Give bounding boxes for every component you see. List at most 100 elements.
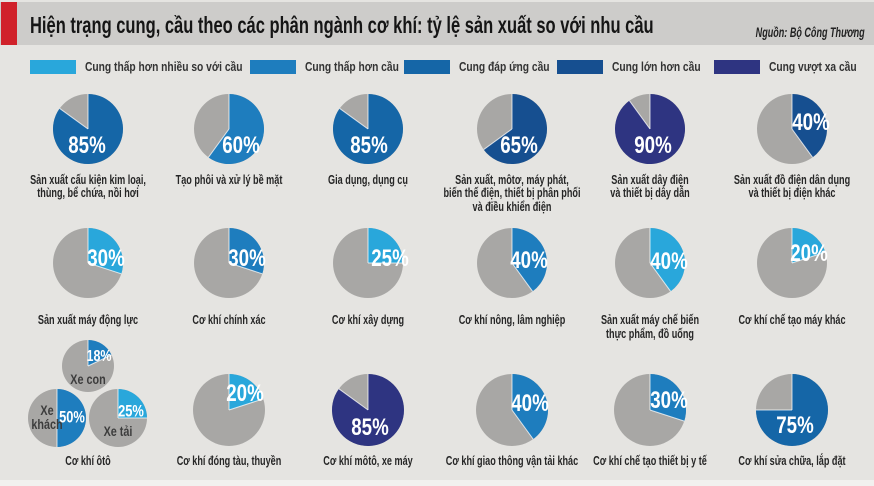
pie-value-label: 20% <box>790 239 828 267</box>
pie-caption-line: Tạo phôi và xử lý bề mặt <box>175 171 282 187</box>
pie-inner-label-line: Xe con <box>70 371 106 387</box>
source-credit: Nguồn: Bộ Công Thương <box>756 25 865 40</box>
pie-caption-line: Sản xuất dây điện <box>611 171 689 187</box>
legend-item-greater: Cung lớn hơn cầu <box>557 60 720 74</box>
pie-inner-label-line: khách <box>31 417 63 432</box>
legend-swatch-far-exceeds <box>714 60 760 74</box>
pie-caption: Cơ khí chính xác <box>176 313 281 327</box>
pie-value-label: 90% <box>634 131 672 159</box>
legend-item-label: Cung thấp hơn cầu <box>305 60 399 74</box>
legend-item-lower: Cung thấp hơn cầu <box>250 60 419 74</box>
pie-value-label: 30% <box>227 244 266 272</box>
pie-r1c4 <box>615 227 686 298</box>
pie-r1c2 <box>333 227 403 298</box>
pie-r2c3 <box>476 374 549 446</box>
legend-swatch-much-lower <box>30 60 76 74</box>
legend-item-label: Cung đáp ứng cầu <box>459 60 550 74</box>
pie-caption-line: Cơ khí đóng tàu, thuyền <box>176 452 281 468</box>
pie-caption: Cơ khí môtô, xe máy <box>304 452 432 468</box>
pie-caption-line: Cơ khí chính xác <box>191 312 266 327</box>
pie-inner-label: Xe tải <box>100 423 136 439</box>
pie-caption-line: Sản xuất máy chế biến <box>600 312 700 327</box>
pie-value-label: 85% <box>351 414 389 441</box>
pie-caption-line: Cơ khí chế tạo máy khác <box>738 312 846 327</box>
pie-caption-line: Cơ khí chế tạo thiết bị y tế <box>593 452 707 468</box>
legend-item-far-exceeds: Cung vượt xa cầu <box>714 60 874 74</box>
pie-r2c0-0 <box>62 340 114 392</box>
pie-inner-label-line: Xe tải <box>103 423 133 439</box>
pie-caption: Tạo phôi và xử lý bề mặt <box>152 171 304 187</box>
source-wrap: Nguồn: Bộ Công Thương <box>702 2 865 45</box>
pie-caption-line: Cơ khí sửa chữa, lắp đặt <box>738 452 846 468</box>
title-band <box>0 2 874 45</box>
pie-caption: Cơ khí chế tạo máy khác <box>715 313 868 327</box>
pie-value-label: 40% <box>792 108 830 136</box>
pie-r0c5 <box>757 93 828 164</box>
pie-caption-line: Cơ khí xây dựng <box>331 312 405 327</box>
pie-r1c0 <box>53 227 124 298</box>
pie-r2c0-2 <box>89 389 147 447</box>
pie-caption: Cơ khí xây dựng <box>316 313 419 327</box>
pie-r2c1 <box>192 374 265 446</box>
pie-caption: Cơ khí đóng tàu, thuyền <box>154 452 303 468</box>
pie-caption-line: và điều khiển điện <box>472 198 552 214</box>
pie-value-label: 60% <box>221 131 260 159</box>
pie-value-label: 25% <box>371 244 409 272</box>
pie-r1c3 <box>477 227 548 298</box>
pie-r2c5 <box>756 374 828 446</box>
pie-value-label: 65% <box>500 131 538 159</box>
pie-caption: Cơ khí chế tạo thiết bị y tế <box>569 452 731 468</box>
pie-value-label: 25% <box>118 402 144 421</box>
pie-r1c1 <box>193 227 264 298</box>
page-title: Hiện trạng cung, cầu theo các phân ngành… <box>30 11 654 38</box>
pie-value-label: 40% <box>650 247 688 275</box>
pie-caption-line: Cơ khí ôtô <box>65 452 111 468</box>
legend-swatch-greater <box>557 60 603 74</box>
pie-caption: Cơ khí ôtô <box>56 452 121 468</box>
pie-value-label: 75% <box>776 412 814 439</box>
pie-value-label: 18% <box>86 348 112 365</box>
pie-caption-line: Sản xuất cấu kiện kim loại, <box>30 171 146 187</box>
bottom-strip <box>0 480 874 486</box>
pie-r0c0 <box>52 93 123 164</box>
pie-value-label: 50% <box>59 408 85 427</box>
pie-caption-line: Sản xuất, môtơ, máy phát, <box>455 171 569 187</box>
pie-caption: Cơ khí nông, lâm nghiệp <box>436 313 588 327</box>
pie-r0c4 <box>614 93 685 164</box>
pie-value-label: 30% <box>87 244 125 272</box>
pie-caption-line: biến thế điện, thiết bị phân phối <box>443 185 581 200</box>
pie-r0c2 <box>332 93 403 164</box>
pie-r2c0-1 <box>28 389 86 447</box>
pie-inner-label: Xe con <box>66 371 110 387</box>
pie-inner-label-line: Xe <box>40 402 54 418</box>
pie-value-label: 85% <box>350 131 388 159</box>
title-wrap: Hiện trạng cung, cầu theo các phân ngành… <box>30 2 874 45</box>
pie-caption: Gia dụng, dụng cụ <box>311 172 425 187</box>
pie-value-label: 85% <box>68 131 106 159</box>
legend-item-label: Cung lớn hơn cầu <box>612 60 701 74</box>
pie-caption-line: và thiết bị điện khác <box>748 185 836 200</box>
pie-caption: Sản xuất đồ điện dân dụng và thiết bị điệ… <box>709 171 874 200</box>
pie-value-label: 30% <box>650 387 688 414</box>
pie-caption-line: và thiết bị dây dẫn <box>610 185 690 200</box>
pie-caption-line: Cơ khí giao thông vận tải khác <box>445 452 579 468</box>
legend-item-much-lower: Cung thấp hơn nhiều so với cầu <box>30 60 277 74</box>
pie-caption-line: Cơ khí môtô, xe máy <box>323 452 413 468</box>
pie-caption: Sản xuất cấu kiện kim loại, thùng, bể chứ… <box>5 171 170 200</box>
pie-r2c2 <box>331 374 404 446</box>
legend-item-label: Cung thấp hơn nhiều so với cầu <box>85 60 243 74</box>
pie-inner-label: Xe khách <box>27 402 66 432</box>
legend-item-meets: Cung đáp ứng cầu <box>404 60 569 74</box>
pie-r1c5 <box>757 227 827 298</box>
pie-caption: Sản xuất máy động lực <box>16 313 159 327</box>
pie-caption-line: Sản xuất đồ điện dân dụng <box>733 171 851 187</box>
pie-r2c4 <box>614 374 687 446</box>
pie-value-label: 40% <box>511 390 549 417</box>
legend-item-label: Cung vượt xa cầu <box>769 60 857 74</box>
pie-r0c1 <box>193 93 264 164</box>
pie-caption-line: Sản xuất máy động lực <box>37 312 139 327</box>
pie-caption-line: thùng, bể chứa, nồi hơi <box>37 185 139 200</box>
pie-caption-line: Cơ khí nông, lâm nghiệp <box>458 312 566 327</box>
pie-r0c3 <box>477 93 547 164</box>
